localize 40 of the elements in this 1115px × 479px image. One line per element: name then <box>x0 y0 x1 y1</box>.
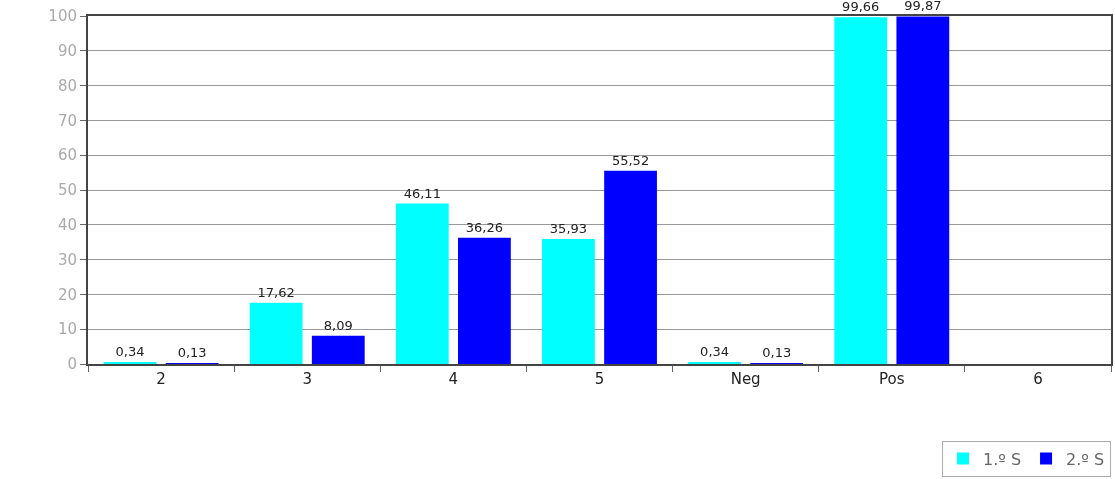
data-label: 8,09 <box>323 317 353 333</box>
data-label: 99,87 <box>904 0 942 14</box>
x-tick-label: Pos <box>879 370 905 388</box>
y-tick-label: 0 <box>67 355 77 374</box>
data-label: 35,93 <box>549 220 588 236</box>
y-tick-label: 30 <box>57 250 77 269</box>
data-label: 99,66 <box>842 0 880 15</box>
data-label: 0,34 <box>115 344 145 359</box>
y-tick-label: 100 <box>48 7 77 26</box>
bar <box>542 238 595 364</box>
legend-label: 1.º S <box>983 449 1022 469</box>
data-label: 36,26 <box>465 219 504 235</box>
x-tick-label: 4 <box>448 370 459 388</box>
x-tick-label: 2 <box>156 370 166 388</box>
bar <box>311 335 365 364</box>
y-tick-label: 10 <box>57 320 77 339</box>
data-label: 0,13 <box>762 345 792 360</box>
bar <box>604 170 657 364</box>
bar <box>395 203 449 364</box>
x-tick-label: Neg <box>730 370 761 388</box>
y-tick-label: 70 <box>57 111 77 130</box>
y-tick-label: 50 <box>57 181 77 200</box>
x-tick-label: 5 <box>594 370 605 388</box>
y-tick-label: 80 <box>57 76 77 95</box>
y-tick-label: 90 <box>57 42 77 61</box>
x-tick-label: 6 <box>1033 370 1043 388</box>
y-tick-label: 40 <box>57 216 77 235</box>
y-tick-label: 60 <box>57 146 77 165</box>
data-label: 46,11 <box>403 185 441 201</box>
bar <box>249 302 303 364</box>
x-tick-label: 3 <box>302 370 312 388</box>
data-label: 17,62 <box>257 284 295 300</box>
legend-label: 2.º S <box>1066 449 1105 469</box>
data-label: 0,13 <box>177 345 207 360</box>
bar <box>458 237 511 364</box>
y-tick-label: 20 <box>57 285 77 304</box>
bar <box>834 17 888 364</box>
data-label: 0,34 <box>700 344 730 359</box>
data-label: 55,52 <box>611 152 650 168</box>
bar <box>896 16 950 364</box>
